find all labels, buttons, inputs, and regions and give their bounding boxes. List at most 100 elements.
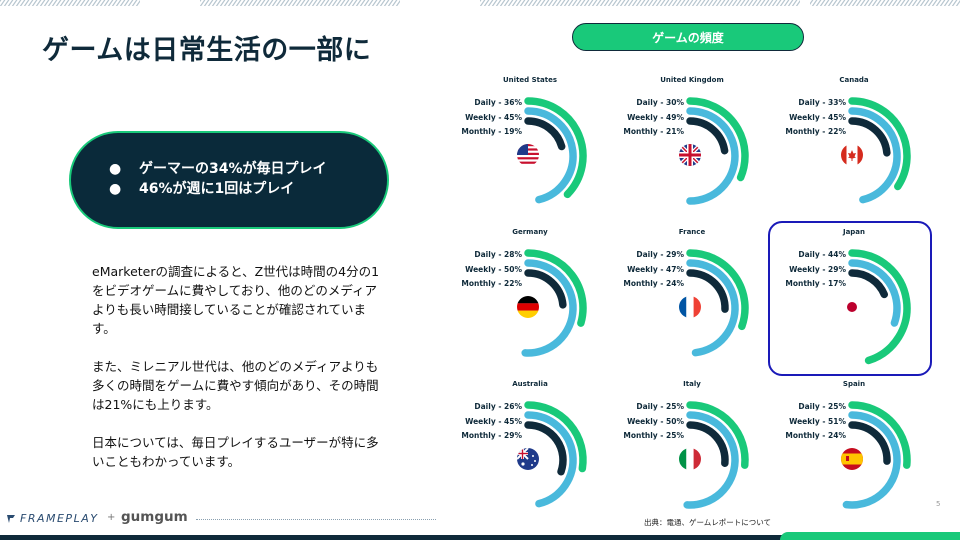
daily-stat: Daily - 30% (636, 98, 684, 107)
us-flag-graphic (517, 144, 539, 166)
daily-ring (686, 97, 749, 182)
body-paragraph: 日本については、毎日プレイするユーザーが特に多いこともわかっています。 (92, 435, 379, 469)
daily-stat: Daily - 29% (636, 250, 684, 259)
body-text: eMarketerの調査によると、Z世代は時間の4分の1をビデオゲームに費やして… (92, 262, 382, 490)
daily-ring (524, 97, 587, 199)
germany-flag-icon (517, 296, 539, 318)
frameplay-logo-text: FRAMEPLAY (20, 512, 99, 525)
italy-flag-graphic (679, 448, 701, 470)
monthly-ring (848, 269, 889, 299)
daily-stat: Daily - 33% (798, 98, 846, 107)
country-stats: Daily - 36% Weekly - 45% Monthly - 19% (461, 96, 522, 140)
key-stat-item: ● 46%が週に1回はプレイ (109, 179, 387, 199)
country-name: Italy (683, 380, 701, 388)
monthly-ring (686, 117, 729, 155)
footer-divider (196, 519, 436, 520)
radial-bars (686, 249, 749, 357)
daily-ring (848, 401, 911, 469)
daily-ring (524, 401, 587, 473)
daily-stat: Daily - 26% (474, 402, 522, 411)
weekly-stat: Weekly - 45% (465, 112, 522, 122)
daily-ring (686, 401, 749, 469)
weekly-stat: Weekly - 45% (465, 416, 522, 426)
japan-highlight-frame (768, 221, 932, 376)
country-stats: Daily - 44% Weekly - 29% Monthly - 17% (785, 248, 846, 292)
top-decorative-stripe (0, 0, 960, 6)
country-stats: Daily - 30% Weekly - 49% Monthly - 21% (623, 96, 684, 140)
bullet-icon: ● (109, 181, 122, 197)
country-stats: Daily - 25% Weekly - 50% Monthly - 25% (623, 400, 684, 444)
weekly-ring (524, 411, 577, 508)
key-stats-box: ● ゲーマーの34%が毎日プレイ ● 46%が週に1回はプレイ (69, 131, 389, 229)
country-chart-grid: United States Daily - 36% Weekly - 45% Mont… (452, 68, 942, 509)
country-stats: Daily - 25% Weekly - 51% Monthly - 24% (785, 400, 846, 444)
bottom-accent (780, 532, 960, 540)
daily-ring (848, 97, 911, 191)
weekly-ring (686, 259, 739, 357)
australia-flag-graphic (517, 448, 539, 470)
japan-flag-icon (841, 296, 863, 318)
monthly-stat: Monthly - 22% (785, 127, 846, 136)
gumgum-logo: gumgum (121, 509, 188, 525)
country-chart-italy: Italy Daily - 25% Weekly - 50% Monthly - 25… (614, 372, 774, 522)
daily-ring (686, 249, 749, 331)
body-paragraph: eMarketerの調査によると、Z世代は時間の4分の1をビデオゲームに費やして… (92, 264, 380, 336)
monthly-ring (848, 117, 891, 157)
daily-stat: Daily - 25% (636, 402, 684, 411)
uk-flag-graphic (679, 144, 701, 166)
canada-flag-icon (841, 144, 863, 166)
monthly-stat: Monthly - 25% (623, 431, 684, 440)
key-stat-text: 46%が週に1回はプレイ (139, 181, 295, 197)
bullet-icon: ● (109, 161, 122, 177)
daily-stat: Daily - 36% (474, 98, 522, 107)
country-chart-germany: Germany Daily - 28% Weekly - 50% Monthly - … (452, 220, 612, 370)
key-stats-list: ● ゲーマーの34%が毎日プレイ ● 46%が週に1回はプレイ (109, 159, 387, 199)
spain-flag-icon (841, 448, 863, 470)
country-name: France (678, 228, 706, 236)
daily-ring (524, 249, 587, 327)
weekly-ring (524, 107, 577, 204)
monthly-ring (686, 269, 729, 313)
weekly-ring (848, 107, 901, 204)
key-stat-text: ゲーマーの34%が毎日プレイ (139, 161, 327, 177)
country-chart-canada: Canada Daily - 33% Weekly - 45% Monthly - 2… (776, 68, 936, 218)
monthly-stat: Monthly - 17% (785, 279, 846, 288)
country-chart-japan: Japan Daily - 44% Weekly - 29% Monthly - 17… (776, 220, 936, 370)
weekly-ring (848, 259, 901, 327)
page-number: 5 (936, 500, 941, 508)
spain-flag-graphic (841, 448, 863, 470)
weekly-ring (683, 411, 739, 509)
country-chart-united-states: United States Daily - 36% Weekly - 45% Mont… (452, 68, 612, 218)
country-name: United Kingdom (660, 76, 724, 84)
weekly-stat: Weekly - 47% (627, 264, 684, 274)
australia-flag-icon (517, 448, 539, 470)
frameplay-mark-icon (7, 514, 15, 523)
monthly-ring (848, 421, 891, 465)
monthly-stat: Monthly - 21% (623, 127, 684, 136)
frameplay-logo: FRAMEPLAY (6, 512, 98, 525)
radial-bars (524, 401, 587, 508)
country-stats: Daily - 29% Weekly - 47% Monthly - 24% (623, 248, 684, 292)
radial-bars (683, 401, 749, 509)
weekly-stat: Weekly - 29% (789, 264, 846, 274)
germany-flag-graphic (517, 296, 539, 318)
canada-flag-graphic (841, 144, 863, 166)
country-chart-france: France Daily - 29% Weekly - 47% Monthly - 2… (614, 220, 774, 370)
monthly-stat: Monthly - 24% (623, 279, 684, 288)
country-stats: Daily - 26% Weekly - 45% Monthly - 29% (461, 400, 522, 444)
france-flag-graphic (679, 296, 701, 318)
us-flag-icon (517, 144, 539, 166)
radial-bars (842, 401, 911, 509)
key-stat-item: ● ゲーマーの34%が毎日プレイ (109, 159, 387, 179)
uk-flag-icon (679, 144, 701, 166)
country-chart-australia: Australia Daily - 26% Weekly - 45% Monthly … (452, 372, 612, 522)
game-frequency-button[interactable]: ゲームの頻度 (572, 23, 804, 51)
body-paragraph: また、ミレニアル世代は、他のどのメディアよりも多くの時間をゲームに費やす傾向があ… (92, 359, 379, 412)
weekly-ring (842, 411, 901, 509)
monthly-ring (686, 421, 729, 468)
bottom-bar (0, 535, 960, 540)
daily-stat: Daily - 44% (798, 250, 846, 259)
monthly-stat: Monthly - 19% (461, 127, 522, 136)
country-name: Canada (839, 76, 869, 84)
monthly-ring (524, 421, 567, 476)
